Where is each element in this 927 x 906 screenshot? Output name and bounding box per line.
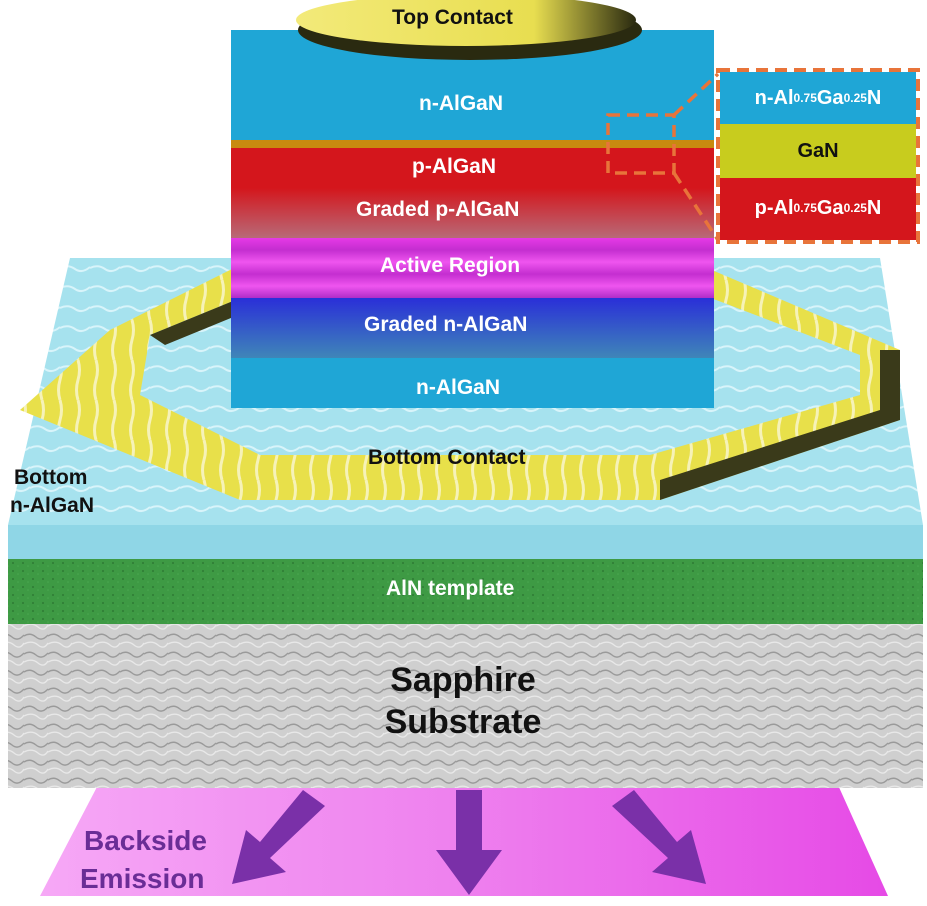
graded-n-algan-label: Graded n-AlGaN	[364, 313, 528, 336]
n-algan-bottom-label: n-AlGaN	[416, 376, 500, 399]
inset-nalgan-layer	[720, 72, 916, 124]
top-contact-disc	[296, 0, 636, 46]
top-contact-label: Top Contact	[392, 6, 513, 29]
graded-n-algan-layer	[231, 298, 714, 358]
graded-p-algan-label: Graded p-AlGaN	[356, 198, 520, 221]
aln-template-label: AlN template	[386, 577, 515, 600]
inset-gan-label: GaN	[797, 139, 839, 162]
inset-top-label: n-Al 0.75 Ga 0.25 N	[754, 86, 882, 109]
n-algan-bottom-layer	[231, 358, 714, 408]
inset-gan-layer	[720, 124, 916, 178]
bottom-nalgan-front	[8, 525, 923, 559]
inset-bottom-label: p-Al 0.75 Ga 0.25 N	[754, 196, 882, 219]
active-region-label: Active Region	[380, 254, 521, 277]
arrow-center	[436, 790, 502, 895]
sapphire-label-line1: Sapphire	[390, 661, 536, 699]
bottom-nalgan-label-line1: Bottom	[14, 466, 88, 489]
emission-label-line1: Backside	[84, 825, 207, 856]
sapphire-substrate-layer	[8, 624, 923, 788]
bottom-contact-edge	[660, 350, 900, 500]
active-region-layer	[231, 238, 714, 298]
arrow-right	[612, 790, 706, 884]
n-algan-top-label: n-AlGaN	[419, 92, 503, 115]
zoom-region-box	[606, 113, 676, 175]
emission-label-line2: Emission	[80, 863, 205, 894]
arrow-left	[232, 790, 325, 884]
p-algan-label: p-AlGaN	[412, 155, 496, 178]
zoom-line-top	[672, 72, 720, 117]
inset-border	[716, 68, 920, 244]
aln-template-layer	[8, 559, 923, 624]
gan-interlayer	[231, 140, 714, 148]
bottom-nalgan-label-line2: n-AlGaN	[10, 494, 94, 517]
zoom-line-bottom	[672, 172, 720, 241]
sapphire-label-line2: Substrate	[384, 703, 542, 741]
p-algan-layer	[231, 148, 714, 188]
emission-arrows	[232, 790, 706, 895]
bottom-contact-label: Bottom Contact	[368, 446, 526, 469]
graded-p-algan-layer	[231, 188, 714, 238]
inset-palgan-layer	[720, 178, 916, 240]
